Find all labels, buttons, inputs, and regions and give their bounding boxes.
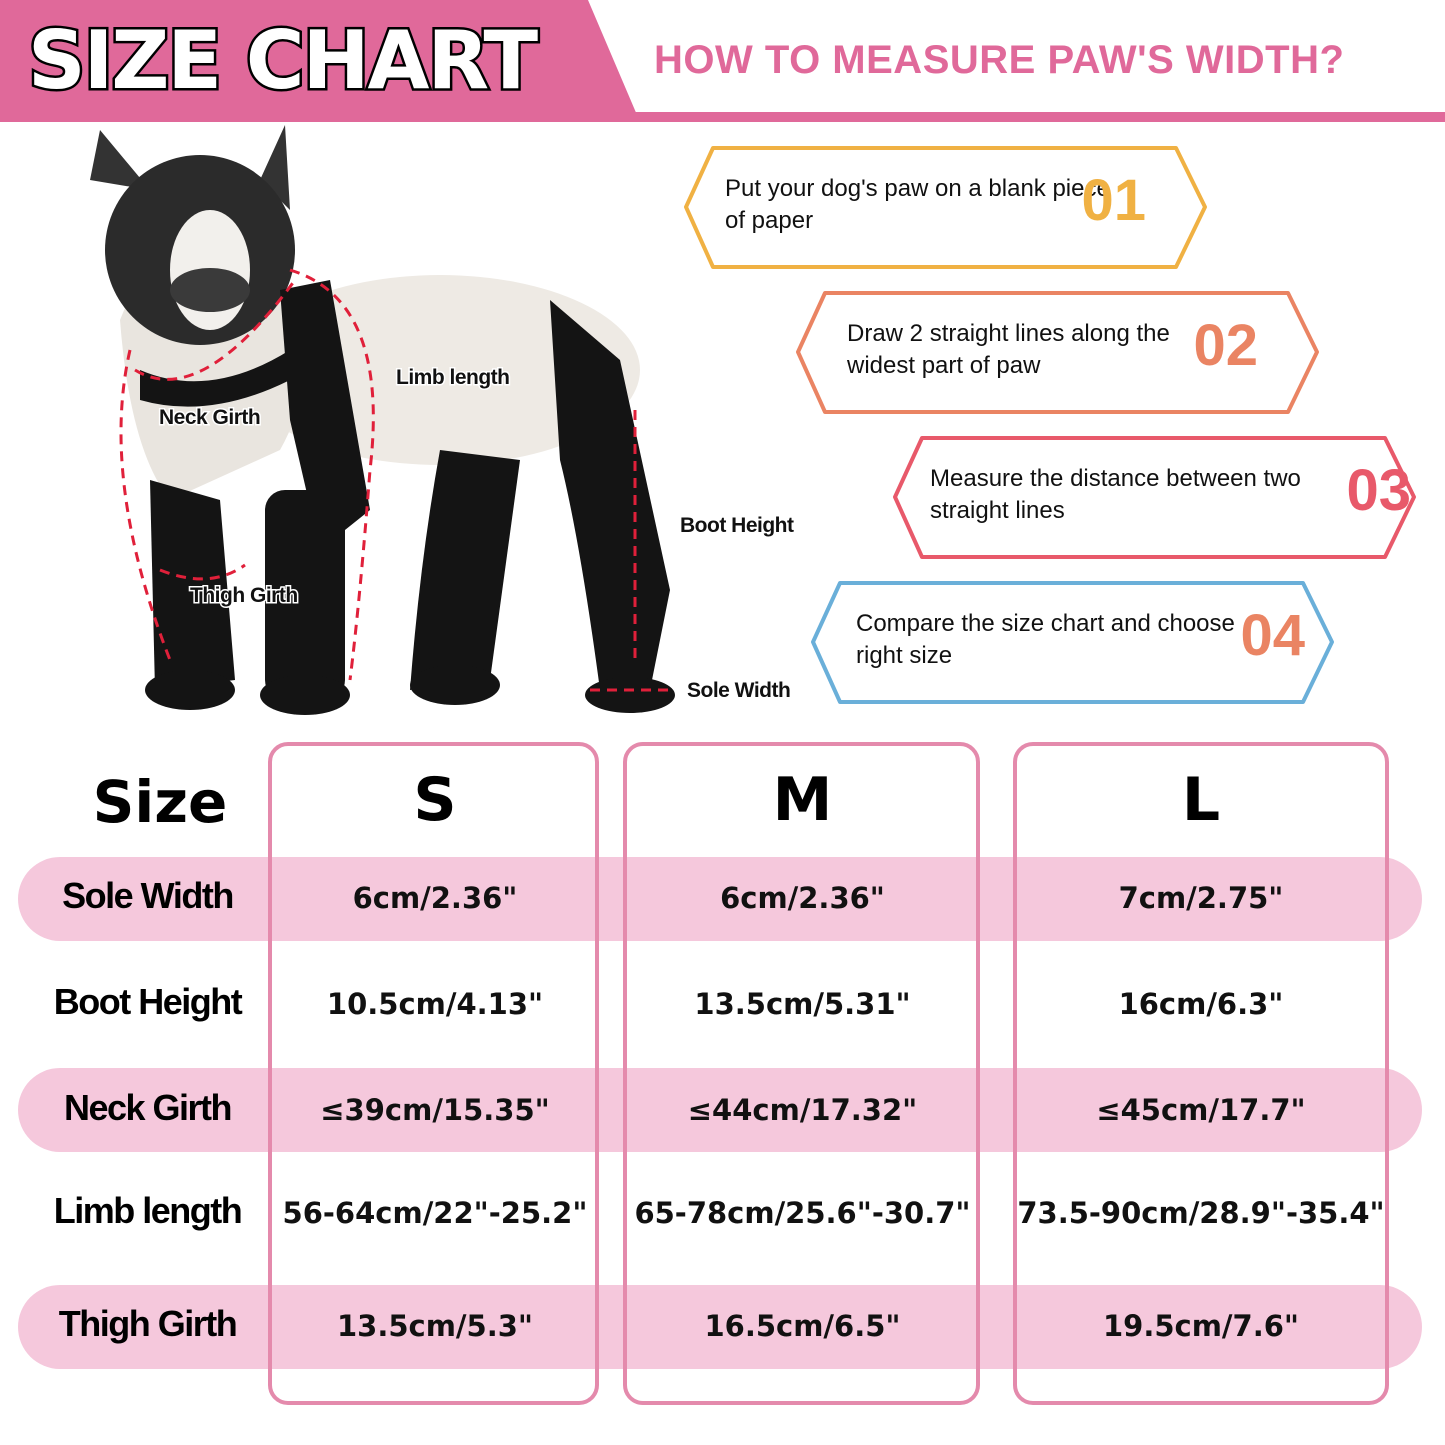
table-cell: ≤45cm/17.7": [1096, 1093, 1306, 1127]
step-1-frame: [684, 146, 1207, 269]
sole-width-label: Sole Width: [685, 678, 792, 704]
step-2: Draw 2 straight lines along the widest p…: [795, 290, 1320, 415]
row-label: Boot Height: [53, 981, 243, 1022]
header-band: [0, 0, 640, 122]
row-band-neck-girth: [18, 1068, 1422, 1152]
table-cell: ≤44cm/17.32": [687, 1093, 918, 1127]
row-band-thigh-girth: [18, 1285, 1422, 1369]
size-header: Size: [92, 768, 228, 836]
table-cell: 73.5-90cm/28.9"-35.4": [1017, 1196, 1385, 1230]
row-band-sole-width: [18, 857, 1422, 941]
header-stripe: [0, 112, 1445, 122]
harness-and-boots: [140, 280, 675, 715]
step-2-frame: [796, 291, 1319, 414]
table-cell: 10.5cm/4.13": [326, 987, 544, 1021]
row-label: Sole Width: [62, 875, 234, 916]
dog-illustration: [90, 125, 675, 715]
step-2-text: Draw 2 straight lines along the widest p…: [847, 320, 1170, 379]
measurement-lines: [119, 268, 675, 692]
table-cell: 6cm/2.36": [720, 881, 885, 915]
column-m: [623, 742, 980, 1405]
table-cell: 7cm/2.75": [1118, 881, 1284, 915]
table-cell: 6cm/2.36": [352, 881, 518, 915]
table-cell: 65-78cm/25.6"-30.7": [634, 1196, 971, 1230]
thigh-girth-label: Thigh Girth: [189, 583, 300, 609]
boot-height-label: Boot Height: [678, 513, 795, 539]
page-title: SIZE CHART: [25, 12, 540, 110]
step-1: Put your dog's paw on a blank piece of p…: [683, 145, 1208, 270]
table-cell: 13.5cm/5.3": [336, 1309, 534, 1343]
table-cell: 16cm/6.3": [1118, 987, 1284, 1021]
step-1-text: Put your dog's paw on a blank piece of p…: [725, 175, 1110, 234]
row-label: Neck Girth: [63, 1087, 233, 1128]
table-cell: 13.5cm/5.31": [694, 987, 911, 1021]
step-3-number: 03: [1346, 458, 1411, 523]
size-m-header: M: [772, 765, 833, 835]
row-label: Thigh Girth: [58, 1303, 238, 1344]
table-cell: ≤39cm/15.35": [320, 1093, 550, 1127]
step-4: Compare the size chart and choose right …: [810, 580, 1335, 705]
neck-girth-label: Neck Girth: [157, 405, 262, 431]
step-4-frame: [811, 581, 1334, 704]
page-subtitle: HOW TO MEASURE PAW'S WIDTH?: [654, 38, 1345, 82]
step-1-number: 01: [1081, 168, 1146, 233]
step-3-frame: [893, 436, 1416, 559]
size-l-header: L: [1181, 765, 1221, 835]
step-2-number: 02: [1193, 313, 1258, 378]
table-cell: 56-64cm/22"-25.2": [282, 1196, 588, 1230]
size-s-header: S: [413, 765, 457, 835]
step-3-text: Measure the distance between two straigh…: [930, 465, 1301, 524]
step-3: Measure the distance between two straigh…: [892, 435, 1417, 560]
column-s: [268, 742, 599, 1405]
table-cell: 19.5cm/7.6": [1102, 1309, 1300, 1343]
step-4-text: Compare the size chart and choose right …: [856, 610, 1235, 669]
table-cell: 16.5cm/6.5": [704, 1309, 901, 1343]
limb-length-label: Limb length: [395, 365, 512, 391]
column-l: [1013, 742, 1389, 1405]
row-label: Limb length: [53, 1190, 243, 1231]
step-4-number: 04: [1240, 603, 1305, 668]
